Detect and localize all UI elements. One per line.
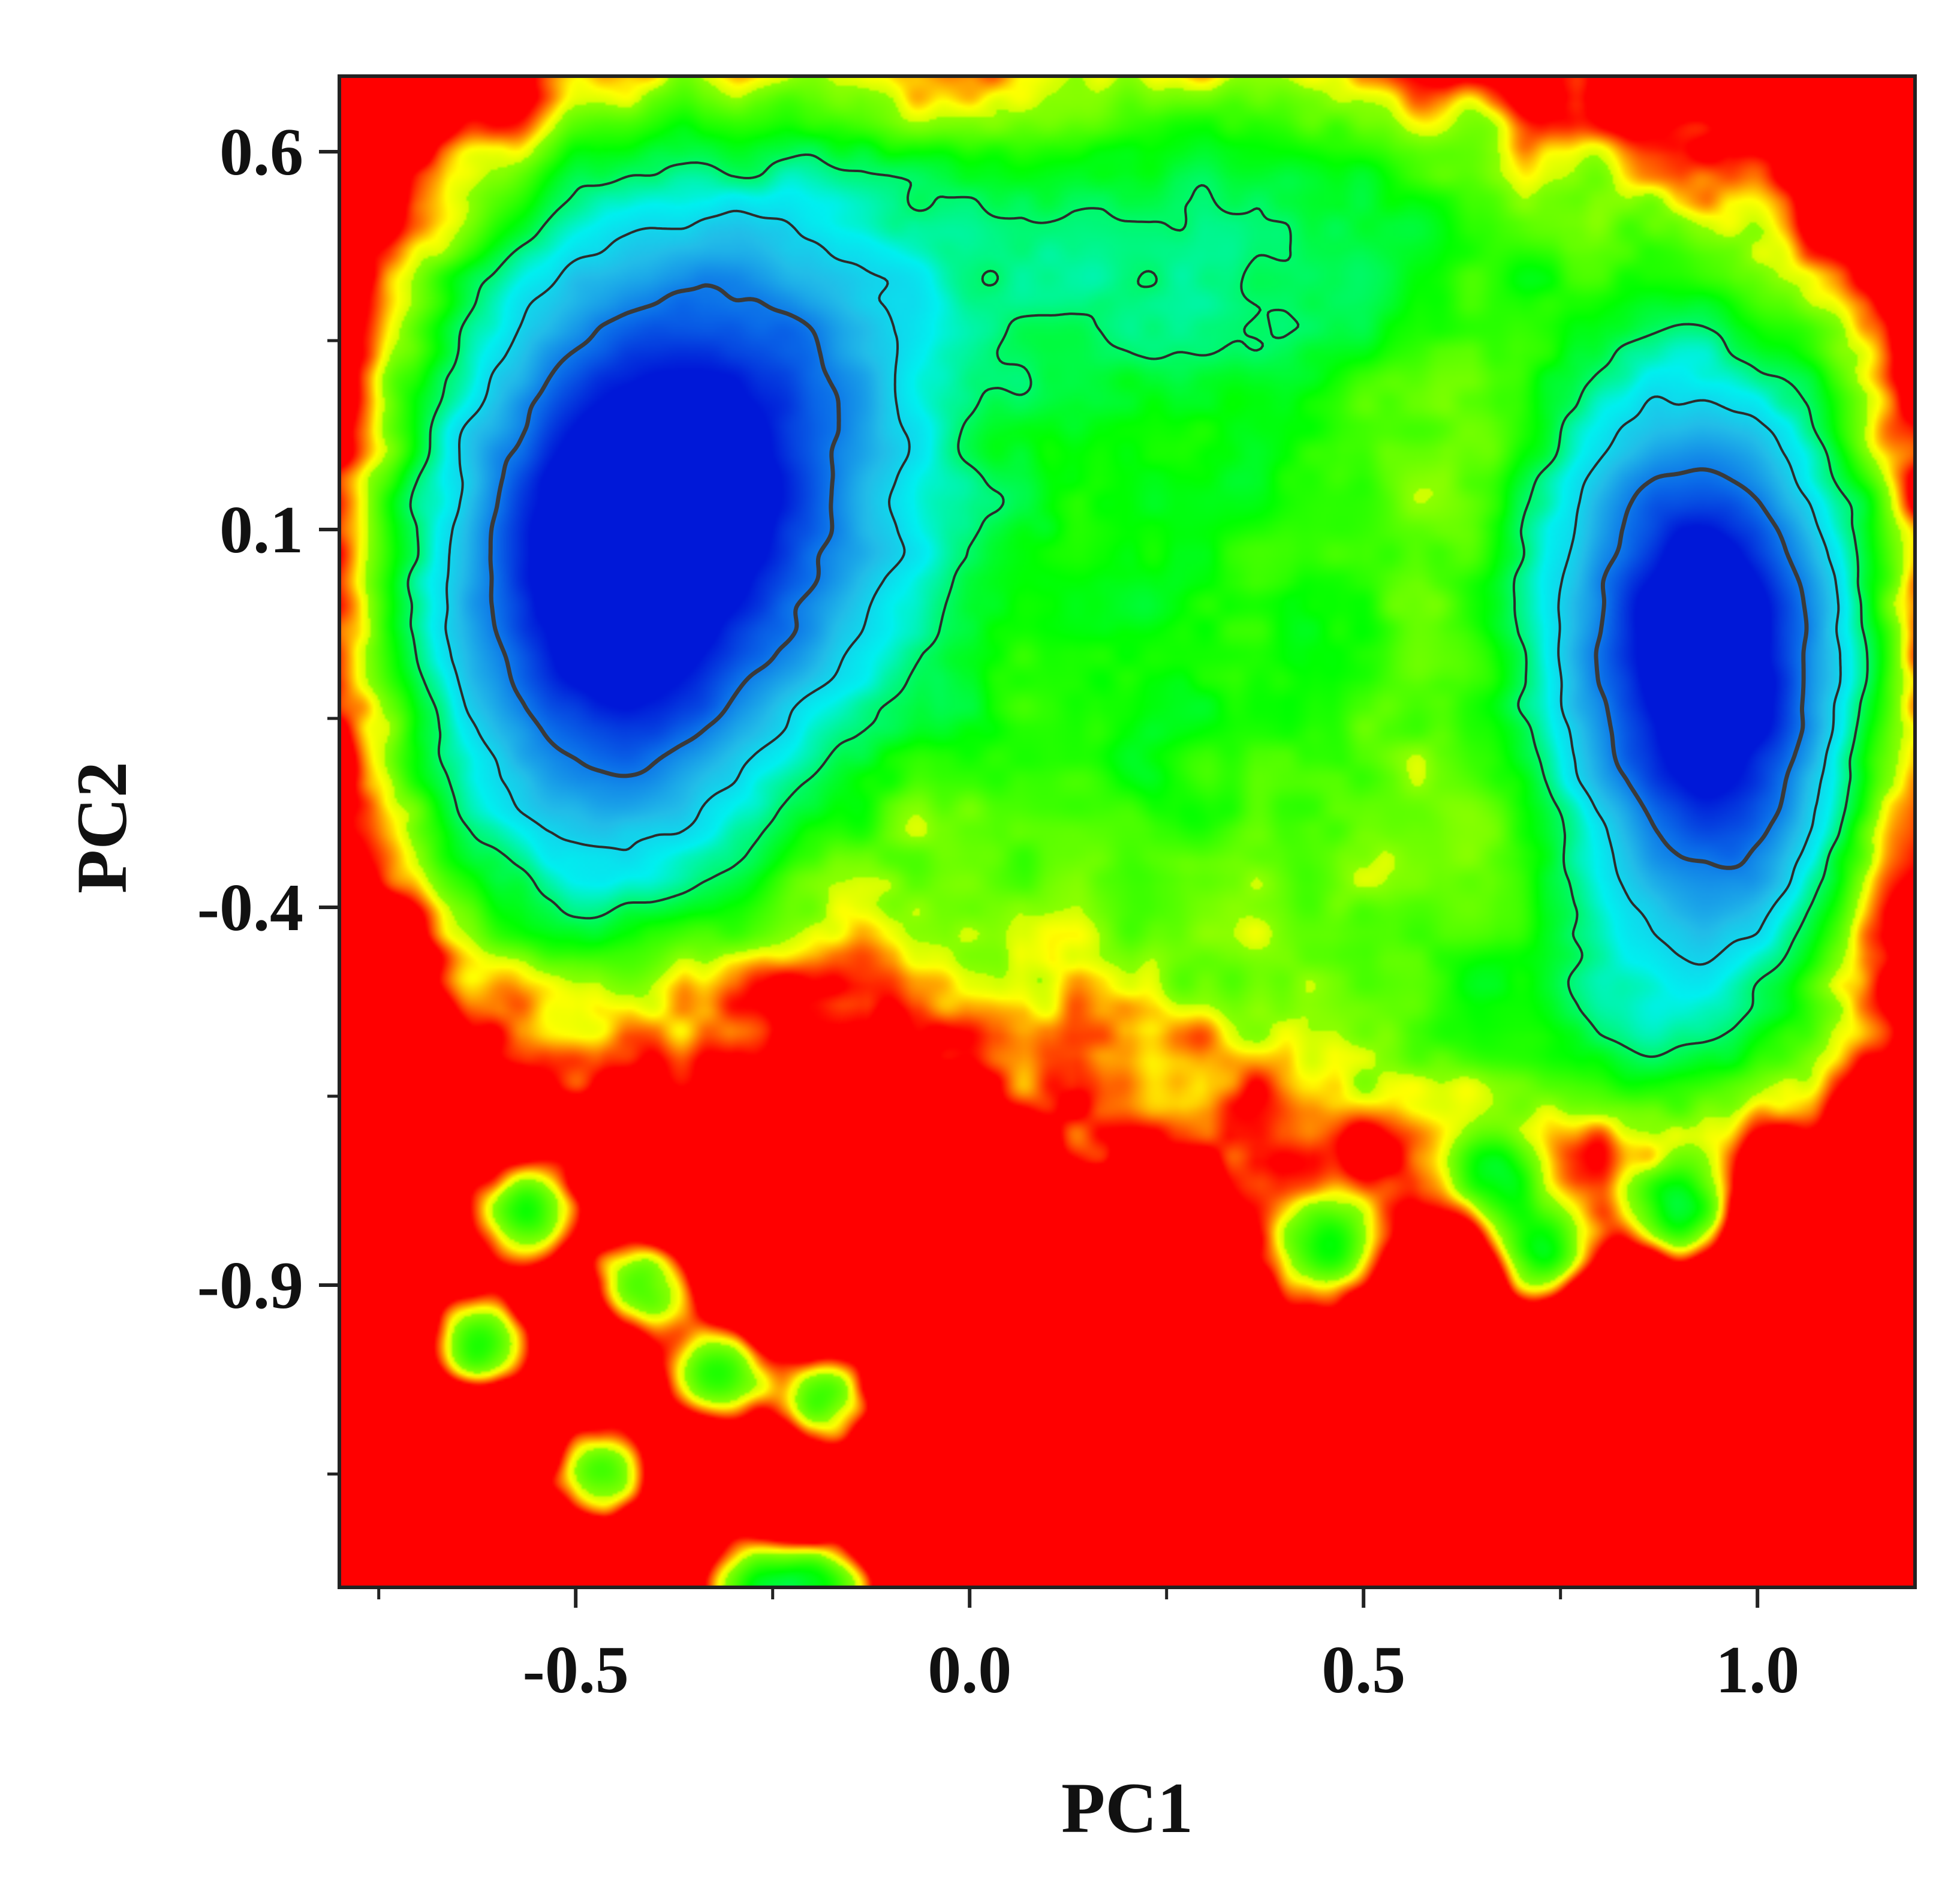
plot-frame	[338, 74, 1917, 1589]
contour-line	[444, 209, 1842, 966]
x-tick-label: -0.5	[523, 1633, 629, 1707]
y-axis-title: PC2	[62, 762, 141, 894]
plot-area	[339, 76, 1915, 1587]
x-axis-title: PC1	[1061, 1768, 1193, 1848]
contour-line	[407, 153, 1869, 1058]
y-tick-label: 0.6	[219, 115, 303, 189]
contour-line	[488, 283, 1809, 870]
contour-lines	[407, 153, 1869, 1058]
x-tick-label: 1.0	[1715, 1633, 1799, 1707]
heatmap-surface	[339, 76, 1915, 1587]
y-axis: 0.6 0.1 -0.4 -0.9	[197, 115, 339, 1476]
y-tick-label: 0.1	[219, 493, 303, 567]
x-axis: -0.5 0.0 0.5 1.0	[377, 1587, 1799, 1707]
y-tick-label: -0.4	[197, 871, 303, 945]
y-tick-label: -0.9	[197, 1249, 303, 1323]
x-tick-label: 0.0	[928, 1633, 1011, 1707]
x-tick-label: 0.5	[1321, 1633, 1405, 1707]
